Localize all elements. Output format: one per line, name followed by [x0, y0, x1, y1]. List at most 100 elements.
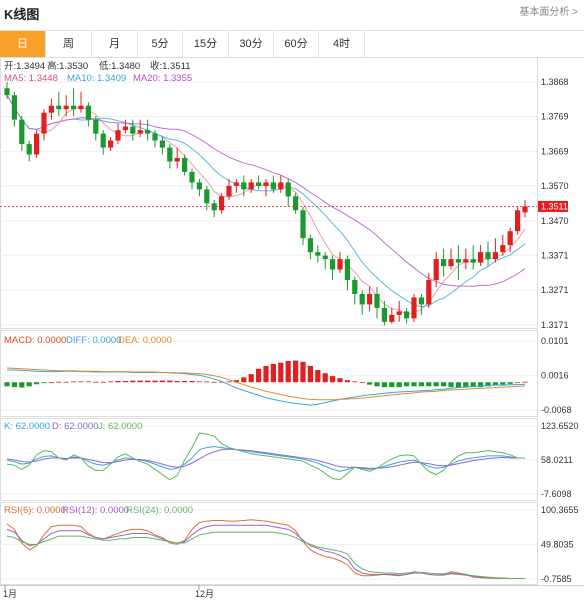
macd-histogram-bar — [11, 382, 17, 388]
tab-month[interactable]: 月 — [92, 31, 138, 57]
macd-histogram-bar — [108, 381, 114, 383]
kdj-k-line — [6, 446, 525, 472]
macd-histogram-bar — [463, 382, 469, 388]
kdj-tick-label: 123.6520 — [541, 421, 579, 431]
tab-5min[interactable]: 5分 — [138, 31, 183, 57]
candle-body — [322, 255, 328, 260]
candle-body — [522, 206, 528, 213]
legend-d: D: 62.0000 — [52, 421, 98, 432]
candle-body — [352, 280, 358, 294]
legend-close: 收:1.3511 — [150, 60, 191, 72]
macd-panel-frame — [0, 330, 538, 417]
macd-histogram-bar — [4, 382, 10, 387]
candle-body — [189, 171, 195, 183]
candle-body — [507, 231, 513, 246]
macd-histogram-bar — [56, 381, 62, 383]
legend-rsi6: RSI(6): 0.0000 — [4, 505, 66, 516]
macd-histogram-bar — [515, 382, 521, 384]
candle-body — [500, 245, 506, 253]
candle-body — [145, 130, 151, 134]
rsi6-line — [6, 519, 525, 579]
candle-body — [233, 182, 239, 186]
tab-30min[interactable]: 30分 — [229, 31, 274, 57]
macd-histogram-bar — [122, 381, 128, 383]
candle-body — [441, 259, 447, 267]
candle-body — [219, 196, 225, 211]
candle-body — [426, 280, 432, 305]
macd-histogram-bar — [226, 381, 232, 383]
tab-day[interactable]: 日 — [0, 31, 46, 57]
legend-macd: MACD: 0.0000 — [4, 335, 66, 346]
tab-week[interactable]: 周 — [46, 31, 92, 57]
tab-4hour[interactable]: 4时 — [319, 31, 365, 57]
macd-histogram-bar — [352, 381, 358, 383]
macd-histogram-bar — [248, 374, 254, 383]
macd-histogram-bar — [381, 382, 387, 388]
page-title: K线图 — [4, 7, 40, 22]
macd-histogram-bar — [100, 381, 106, 383]
legend-dea: DEA: 0.0000 — [118, 335, 172, 346]
macd-histogram-bar — [433, 382, 439, 387]
macd-histogram-bar — [63, 381, 69, 383]
candle-body — [137, 130, 143, 134]
tab-60min[interactable]: 60分 — [274, 31, 319, 57]
macd-histogram-bar — [41, 382, 47, 384]
candle-body — [78, 105, 84, 110]
y-axis-labels: 1.3868 1.3769 1.3669 1.3570 1.3470 1.3371 1.32… — [541, 77, 579, 584]
macd-histogram-bar — [470, 382, 476, 388]
candle-body — [418, 297, 424, 305]
macd-histogram-bar — [219, 381, 225, 383]
macd-histogram-bar — [404, 382, 410, 387]
macd-tick-label: 0.0016 — [541, 371, 569, 381]
candle-body — [263, 182, 269, 186]
candle-body — [85, 105, 91, 120]
candle-body — [256, 182, 262, 186]
macd-histogram-bar — [93, 381, 99, 383]
macd-histogram-bar — [263, 365, 269, 383]
candle-body — [241, 182, 247, 190]
candle-body — [278, 182, 284, 190]
macd-histogram-bar — [411, 382, 417, 387]
macd-histogram-bar — [359, 382, 365, 384]
ma20-line — [6, 94, 526, 287]
macd-histogram-bar — [389, 382, 395, 388]
candle-body — [285, 182, 291, 197]
candle-body — [93, 119, 99, 134]
macd-histogram-bar — [522, 381, 528, 383]
macd-histogram-bar — [485, 382, 491, 387]
ma10-line — [6, 94, 526, 308]
macd-histogram-bar — [344, 380, 350, 383]
candle-body — [115, 130, 121, 141]
candle-body — [159, 140, 165, 148]
candle-body — [330, 259, 336, 270]
candle-body — [19, 119, 25, 145]
legend-diff: DIFF: 0.0000 — [66, 335, 121, 346]
rsi-tick-label: -0.7585 — [541, 574, 572, 584]
macd-histogram-bar — [174, 381, 180, 383]
macd-histogram-bar — [374, 382, 380, 387]
candle-body — [433, 259, 439, 281]
macd-dea-line — [6, 367, 526, 401]
macd-histogram-bar — [115, 381, 121, 383]
candle-body — [463, 259, 469, 263]
candle-body — [381, 307, 387, 322]
ma5-line — [6, 94, 526, 316]
macd-histogram-bar — [26, 382, 32, 387]
tab-15min[interactable]: 15分 — [183, 31, 229, 57]
macd-histogram-bar — [330, 376, 336, 383]
macd-histogram-bar — [71, 381, 77, 383]
candle-body — [300, 210, 306, 239]
macd-histogram-bar — [270, 363, 276, 383]
macd-histogram-bar — [152, 380, 158, 383]
kdj-j-line — [6, 432, 525, 481]
macd-histogram-bar — [367, 382, 373, 385]
macd-histogram-bar — [448, 382, 454, 388]
x-label-jan: 1月 — [3, 589, 17, 599]
fundamental-analysis-link[interactable]: 基本面分析 > — [519, 7, 578, 18]
legend-ma5: MA5: 1.3448 — [4, 73, 58, 84]
candle-body — [485, 252, 491, 260]
kdj-tick-label: -7.6098 — [541, 489, 572, 499]
candle-body — [26, 144, 32, 155]
candle-body — [108, 140, 114, 148]
